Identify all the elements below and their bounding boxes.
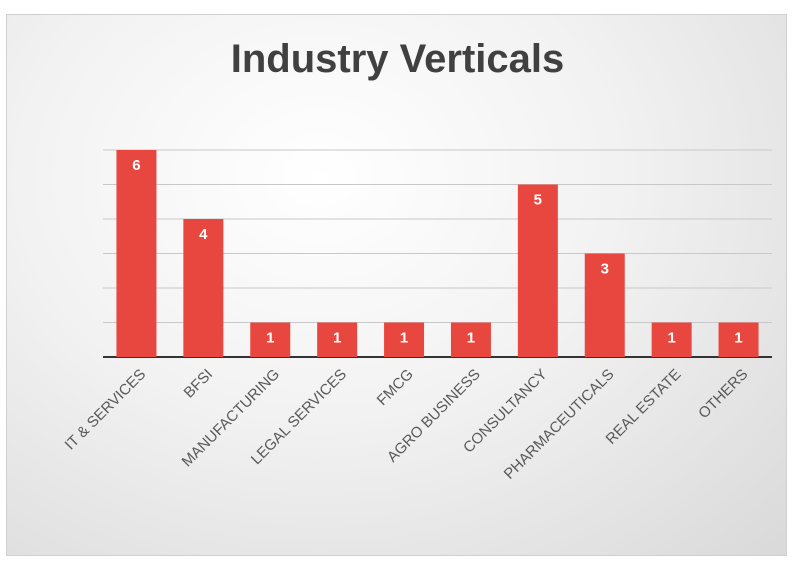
x-tick-label: OTHERS: [695, 366, 751, 422]
data-label: 1: [400, 330, 408, 347]
bar: [584, 253, 625, 357]
bar: [517, 184, 558, 357]
x-tick-label: BFSI: [181, 366, 217, 402]
bar: [651, 322, 692, 357]
bar: [116, 150, 157, 357]
data-label: 1: [667, 330, 675, 347]
bar: [384, 322, 425, 357]
x-tick-label: FMCG: [374, 366, 417, 409]
data-label: 3: [601, 261, 609, 278]
data-label: 4: [199, 226, 208, 243]
chart-title: Industry Verticals: [230, 37, 565, 81]
data-label: 1: [734, 330, 742, 347]
x-tick-label: IT & SERVICES: [62, 366, 150, 454]
data-label: 6: [132, 157, 140, 174]
data-label: 1: [333, 330, 341, 347]
bar: [718, 322, 759, 357]
bar: [450, 322, 491, 357]
x-tick-label: PHARMACEUTICALS: [501, 366, 618, 483]
bar: [183, 219, 224, 357]
bar: [317, 322, 358, 357]
data-label: 1: [467, 330, 475, 347]
data-label: 1: [266, 330, 274, 347]
bar: [250, 322, 291, 357]
data-label: 5: [534, 192, 542, 209]
